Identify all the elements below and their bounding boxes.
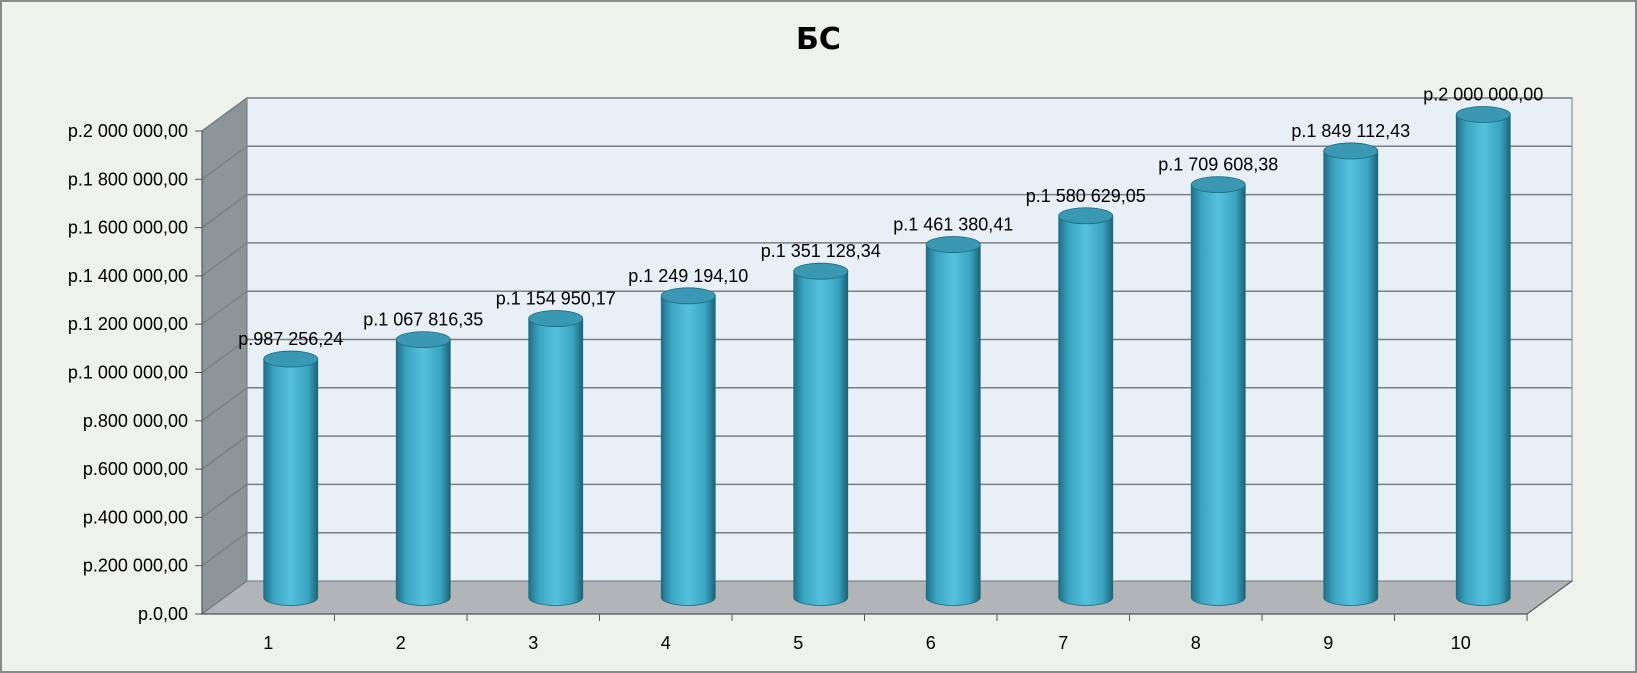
x-tick-label: 9 <box>1323 633 1333 653</box>
bar <box>528 310 584 606</box>
bar-top <box>1455 106 1511 123</box>
gridline <box>201 483 248 519</box>
x-tick-label: 3 <box>528 633 538 653</box>
bar <box>925 236 981 606</box>
bar-top <box>263 350 319 368</box>
data-label: р.1 580 629,05 <box>1026 186 1146 206</box>
bar <box>395 331 451 606</box>
data-label: р.1 709 608,38 <box>1158 155 1278 175</box>
bar-top <box>660 287 716 305</box>
bar-top <box>1190 176 1246 194</box>
bar-top <box>1323 142 1379 160</box>
bar-body <box>528 318 584 606</box>
bar <box>1455 106 1511 606</box>
gridline <box>201 387 248 422</box>
gridline <box>201 97 248 132</box>
y-tick-label: р.400 000,00 <box>83 507 188 527</box>
bar <box>1058 207 1114 606</box>
y-tick-label: р.2 000 000,00 <box>68 121 188 141</box>
data-label: р.1 461 380,41 <box>893 215 1013 235</box>
bar-body <box>395 339 451 606</box>
data-label: р.987 256,24 <box>238 329 343 349</box>
y-tick-label: р.1 800 000,00 <box>68 169 188 189</box>
y-tick-label: р.800 000,00 <box>83 411 188 431</box>
x-tick-label: 8 <box>1191 633 1201 653</box>
bar <box>793 262 849 606</box>
gridline <box>201 290 248 325</box>
bar-body <box>263 358 319 606</box>
x-tick-label: 2 <box>396 633 406 653</box>
bar-body <box>1455 114 1511 606</box>
bar <box>660 287 716 606</box>
gridline <box>201 193 248 229</box>
data-label: р.1 351 128,34 <box>761 241 881 261</box>
bar-body <box>793 270 849 606</box>
data-label: р.1 249 194,10 <box>628 266 748 286</box>
gridline <box>201 338 248 374</box>
bar <box>1190 176 1246 606</box>
x-tick-label: 7 <box>1058 633 1068 653</box>
bar-top <box>395 331 451 349</box>
bar-top <box>528 310 584 327</box>
gridline <box>201 435 248 470</box>
y-tick-label: р.1 000 000,00 <box>68 363 188 383</box>
x-tick-label: 6 <box>926 633 936 653</box>
y-tick-label: р.1 600 000,00 <box>68 218 188 238</box>
x-tick-label: 5 <box>793 633 803 653</box>
data-label: р.1 154 950,17 <box>496 289 616 309</box>
floor-edge <box>1526 580 1573 615</box>
gridline <box>201 242 248 277</box>
bar-top <box>925 236 981 253</box>
y-tick-label: р.200 000,00 <box>83 556 188 576</box>
x-tick-label: 1 <box>263 633 273 653</box>
y-tick-label: р.1 400 000,00 <box>68 266 188 286</box>
bar <box>263 350 319 606</box>
bar-body <box>1323 150 1379 606</box>
x-tick-label: 10 <box>1451 633 1471 653</box>
data-label: р.2 000 000,00 <box>1423 85 1543 105</box>
y-tick-label: р.0,00 <box>138 604 188 624</box>
data-label: р.1 849 112,43 <box>1291 121 1410 141</box>
y-tick-label: р.600 000,00 <box>83 459 188 479</box>
bar-body <box>925 244 981 606</box>
bar-top <box>793 262 849 280</box>
bar-top <box>1058 207 1114 225</box>
bar-body <box>1190 184 1246 606</box>
x-tick-label: 4 <box>661 633 671 653</box>
bar <box>1323 142 1379 606</box>
bar-body <box>1058 215 1114 606</box>
data-label: р.1 067 816,35 <box>363 310 483 330</box>
y-tick-label: р.1 200 000,00 <box>68 314 188 334</box>
chart-title: БС <box>796 22 841 57</box>
bar-body <box>660 295 716 606</box>
gridline <box>201 145 248 180</box>
gridline <box>201 532 248 567</box>
